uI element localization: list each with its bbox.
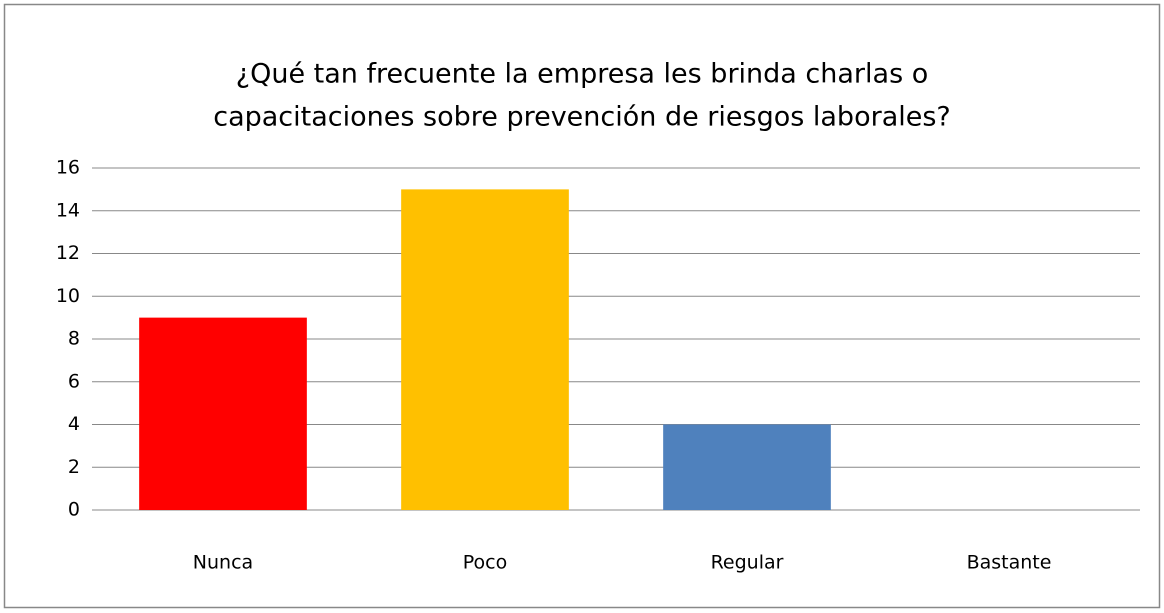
- x-tick-label: Regular: [711, 552, 784, 574]
- chart-frame: [3, 3, 1161, 609]
- y-tick-label: 8: [68, 328, 80, 350]
- bar: [663, 424, 831, 510]
- bar: [401, 189, 569, 510]
- y-tick-label: 10: [56, 285, 80, 307]
- y-tick-label: 12: [56, 242, 80, 264]
- y-tick-label: 16: [56, 157, 80, 179]
- y-tick-label: 6: [68, 370, 80, 392]
- x-tick-label: Poco: [463, 552, 507, 574]
- x-tick-label: Nunca: [193, 552, 253, 574]
- chart-title: capacitaciones sobre prevención de riesg…: [213, 102, 951, 133]
- y-tick-label: 0: [68, 499, 80, 521]
- y-tick-label: 2: [68, 456, 80, 478]
- bar: [139, 317, 307, 510]
- chart-title: ¿Qué tan frecuente la empresa les brinda…: [236, 59, 929, 90]
- y-tick-label: 4: [68, 413, 80, 435]
- x-tick-label: Bastante: [967, 552, 1052, 574]
- y-tick-label: 14: [56, 199, 80, 221]
